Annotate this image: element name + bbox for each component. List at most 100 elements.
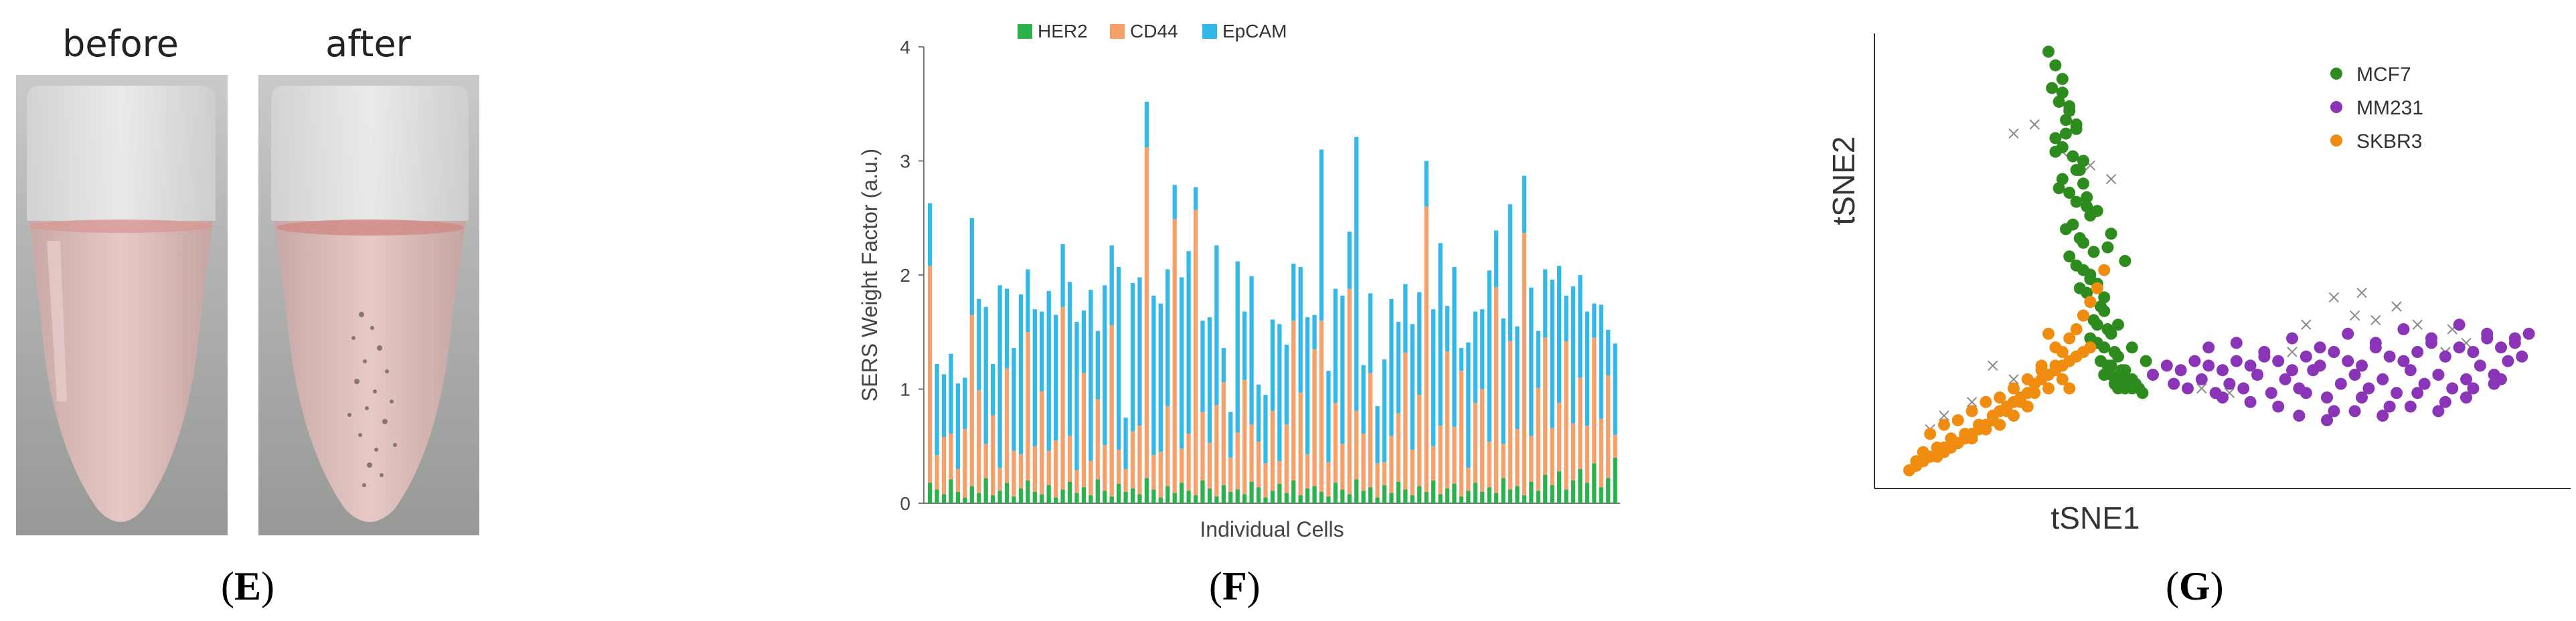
bar-segment-epcam bbox=[1354, 137, 1359, 411]
bar-segment-her2 bbox=[1054, 497, 1058, 503]
scatter-point-mcf7 bbox=[2140, 355, 2152, 367]
scatter-point-mcf7 bbox=[2084, 268, 2097, 281]
bar-segment-her2 bbox=[1473, 482, 1477, 503]
scatter-point-skbr3 bbox=[2035, 359, 2048, 372]
bar-segment-her2 bbox=[1103, 491, 1107, 503]
y-tick-label: 0 bbox=[900, 493, 910, 514]
bar-segment-her2 bbox=[1543, 474, 1548, 503]
scatter-point-skbr3 bbox=[1994, 391, 2006, 404]
scatter-point-mm231 bbox=[2321, 414, 2333, 426]
bar-segment-her2 bbox=[1130, 488, 1135, 503]
bar-segment-cd44 bbox=[1089, 460, 1093, 496]
scatter-point-mm231 bbox=[2356, 391, 2368, 404]
legend-marker bbox=[2330, 68, 2342, 80]
bar-segment-cd44 bbox=[1235, 432, 1240, 490]
scatter-point-mm231 bbox=[2432, 369, 2445, 381]
scatter-point-skbr3 bbox=[1994, 418, 2006, 431]
x-marker-point bbox=[2328, 292, 2340, 303]
bar-segment-her2 bbox=[1445, 488, 1450, 503]
bar-segment-cd44 bbox=[1193, 209, 1198, 496]
bar-segment-her2 bbox=[1340, 489, 1345, 503]
scatter-point-mm231 bbox=[2293, 410, 2306, 422]
scatter-point-mcf7 bbox=[2063, 250, 2076, 263]
x-marker-point bbox=[2008, 128, 2019, 139]
bar-segment-epcam bbox=[1312, 315, 1317, 349]
bar-segment-her2 bbox=[1333, 482, 1338, 503]
bar-segment-her2 bbox=[1249, 481, 1254, 503]
scatter-point-mcf7 bbox=[2049, 145, 2062, 158]
panel-label-g: (G) bbox=[2166, 564, 2224, 608]
scatter-point-mm231 bbox=[2223, 377, 2236, 390]
bar-segment-epcam bbox=[1333, 288, 1338, 403]
bar-segment-cd44 bbox=[1095, 399, 1100, 480]
bar-segment-her2 bbox=[1536, 491, 1540, 503]
scatter-point-mm231 bbox=[2230, 337, 2243, 349]
scatter-point-mm231 bbox=[2321, 391, 2333, 404]
bar-segment-epcam bbox=[1515, 326, 1520, 430]
bar-segment-epcam bbox=[1326, 371, 1331, 462]
bar-segment-epcam bbox=[1200, 321, 1205, 412]
scatter-point-skbr3 bbox=[2021, 400, 2034, 413]
scatter-point-mm231 bbox=[2474, 359, 2486, 372]
bar-segment-epcam bbox=[1368, 293, 1373, 373]
y-tick-label: 3 bbox=[900, 151, 910, 172]
scatter-point-skbr3 bbox=[1951, 437, 1964, 449]
bar-segment-cd44 bbox=[1103, 445, 1107, 491]
bar-segment-epcam bbox=[941, 374, 947, 438]
scatter-point-mm231 bbox=[2147, 369, 2159, 381]
bar-segment-cd44 bbox=[1214, 405, 1219, 497]
bar-segment-cd44 bbox=[1564, 341, 1568, 490]
scatter-point-mm231 bbox=[2195, 373, 2208, 385]
scatter-point-mcf7 bbox=[2105, 327, 2117, 340]
scatter-point-mcf7 bbox=[2136, 387, 2149, 400]
bar-segment-cd44 bbox=[1137, 426, 1142, 495]
bar-segment-her2 bbox=[949, 479, 953, 503]
photo-title-before: before bbox=[62, 23, 179, 65]
x-marker-point bbox=[1966, 397, 1978, 408]
scatter-point-mcf7 bbox=[2098, 291, 2111, 304]
scatter-point-mcf7 bbox=[2119, 364, 2131, 377]
scatter-point-skbr3 bbox=[1980, 423, 1992, 436]
bar-segment-epcam bbox=[1417, 292, 1422, 395]
bar-segment-her2 bbox=[1256, 487, 1261, 503]
bar-segment-cd44 bbox=[941, 437, 947, 495]
scatter-point-mcf7 bbox=[2042, 46, 2055, 58]
bar-segment-epcam bbox=[1445, 306, 1450, 352]
bar-segment-her2 bbox=[1585, 482, 1590, 503]
scatter-point-mm231 bbox=[2369, 337, 2382, 349]
bar-segment-epcam bbox=[1599, 304, 1603, 419]
bar-segment-cd44 bbox=[1466, 468, 1471, 491]
bar-segment-her2 bbox=[963, 497, 967, 503]
bar-segment-her2 bbox=[928, 482, 933, 503]
bar-segment-her2 bbox=[1158, 497, 1163, 503]
bar-segment-her2 bbox=[1172, 493, 1177, 503]
panel-label-f: (F) bbox=[1209, 564, 1261, 608]
scatter-point-mm231 bbox=[2516, 350, 2528, 363]
bar-segment-epcam bbox=[1060, 244, 1065, 307]
bar-segment-cd44 bbox=[1144, 147, 1149, 478]
bar-segment-cd44 bbox=[1571, 423, 1576, 480]
scatter-point-mcf7 bbox=[2101, 241, 2114, 254]
x-axis-label: Individual Cells bbox=[1200, 517, 1344, 541]
scatter-point-mm231 bbox=[2217, 391, 2229, 404]
bar-segment-epcam bbox=[955, 383, 961, 469]
bar-segment-epcam bbox=[1452, 267, 1457, 427]
bar-segment-her2 bbox=[1403, 489, 1408, 503]
bar-segment-cd44 bbox=[1501, 444, 1506, 478]
bar-segment-epcam bbox=[1144, 101, 1149, 148]
bar-segment-epcam bbox=[1151, 295, 1156, 456]
bar-segment-her2 bbox=[955, 491, 961, 503]
legend-swatch bbox=[1110, 24, 1125, 39]
bar-segment-her2 bbox=[1277, 484, 1282, 503]
bar-segment-her2 bbox=[1410, 495, 1415, 503]
bar-segment-cd44 bbox=[1158, 452, 1163, 498]
scatter-point-mcf7 bbox=[2125, 382, 2138, 395]
stacked-bar-chart: 0 1 2 3 4 SERS Weight Factor (a.u.) Individual… bbox=[858, 21, 1620, 541]
scatter-point-mm231 bbox=[2404, 400, 2417, 413]
bar-segment-epcam bbox=[1123, 418, 1128, 469]
bar-segment-her2 bbox=[1074, 493, 1079, 503]
scatter-point-mm231 bbox=[2348, 405, 2361, 418]
bar-segment-her2 bbox=[1550, 484, 1554, 503]
bar-segment-her2 bbox=[1361, 491, 1366, 503]
scatter-point-mm231 bbox=[2397, 355, 2410, 367]
